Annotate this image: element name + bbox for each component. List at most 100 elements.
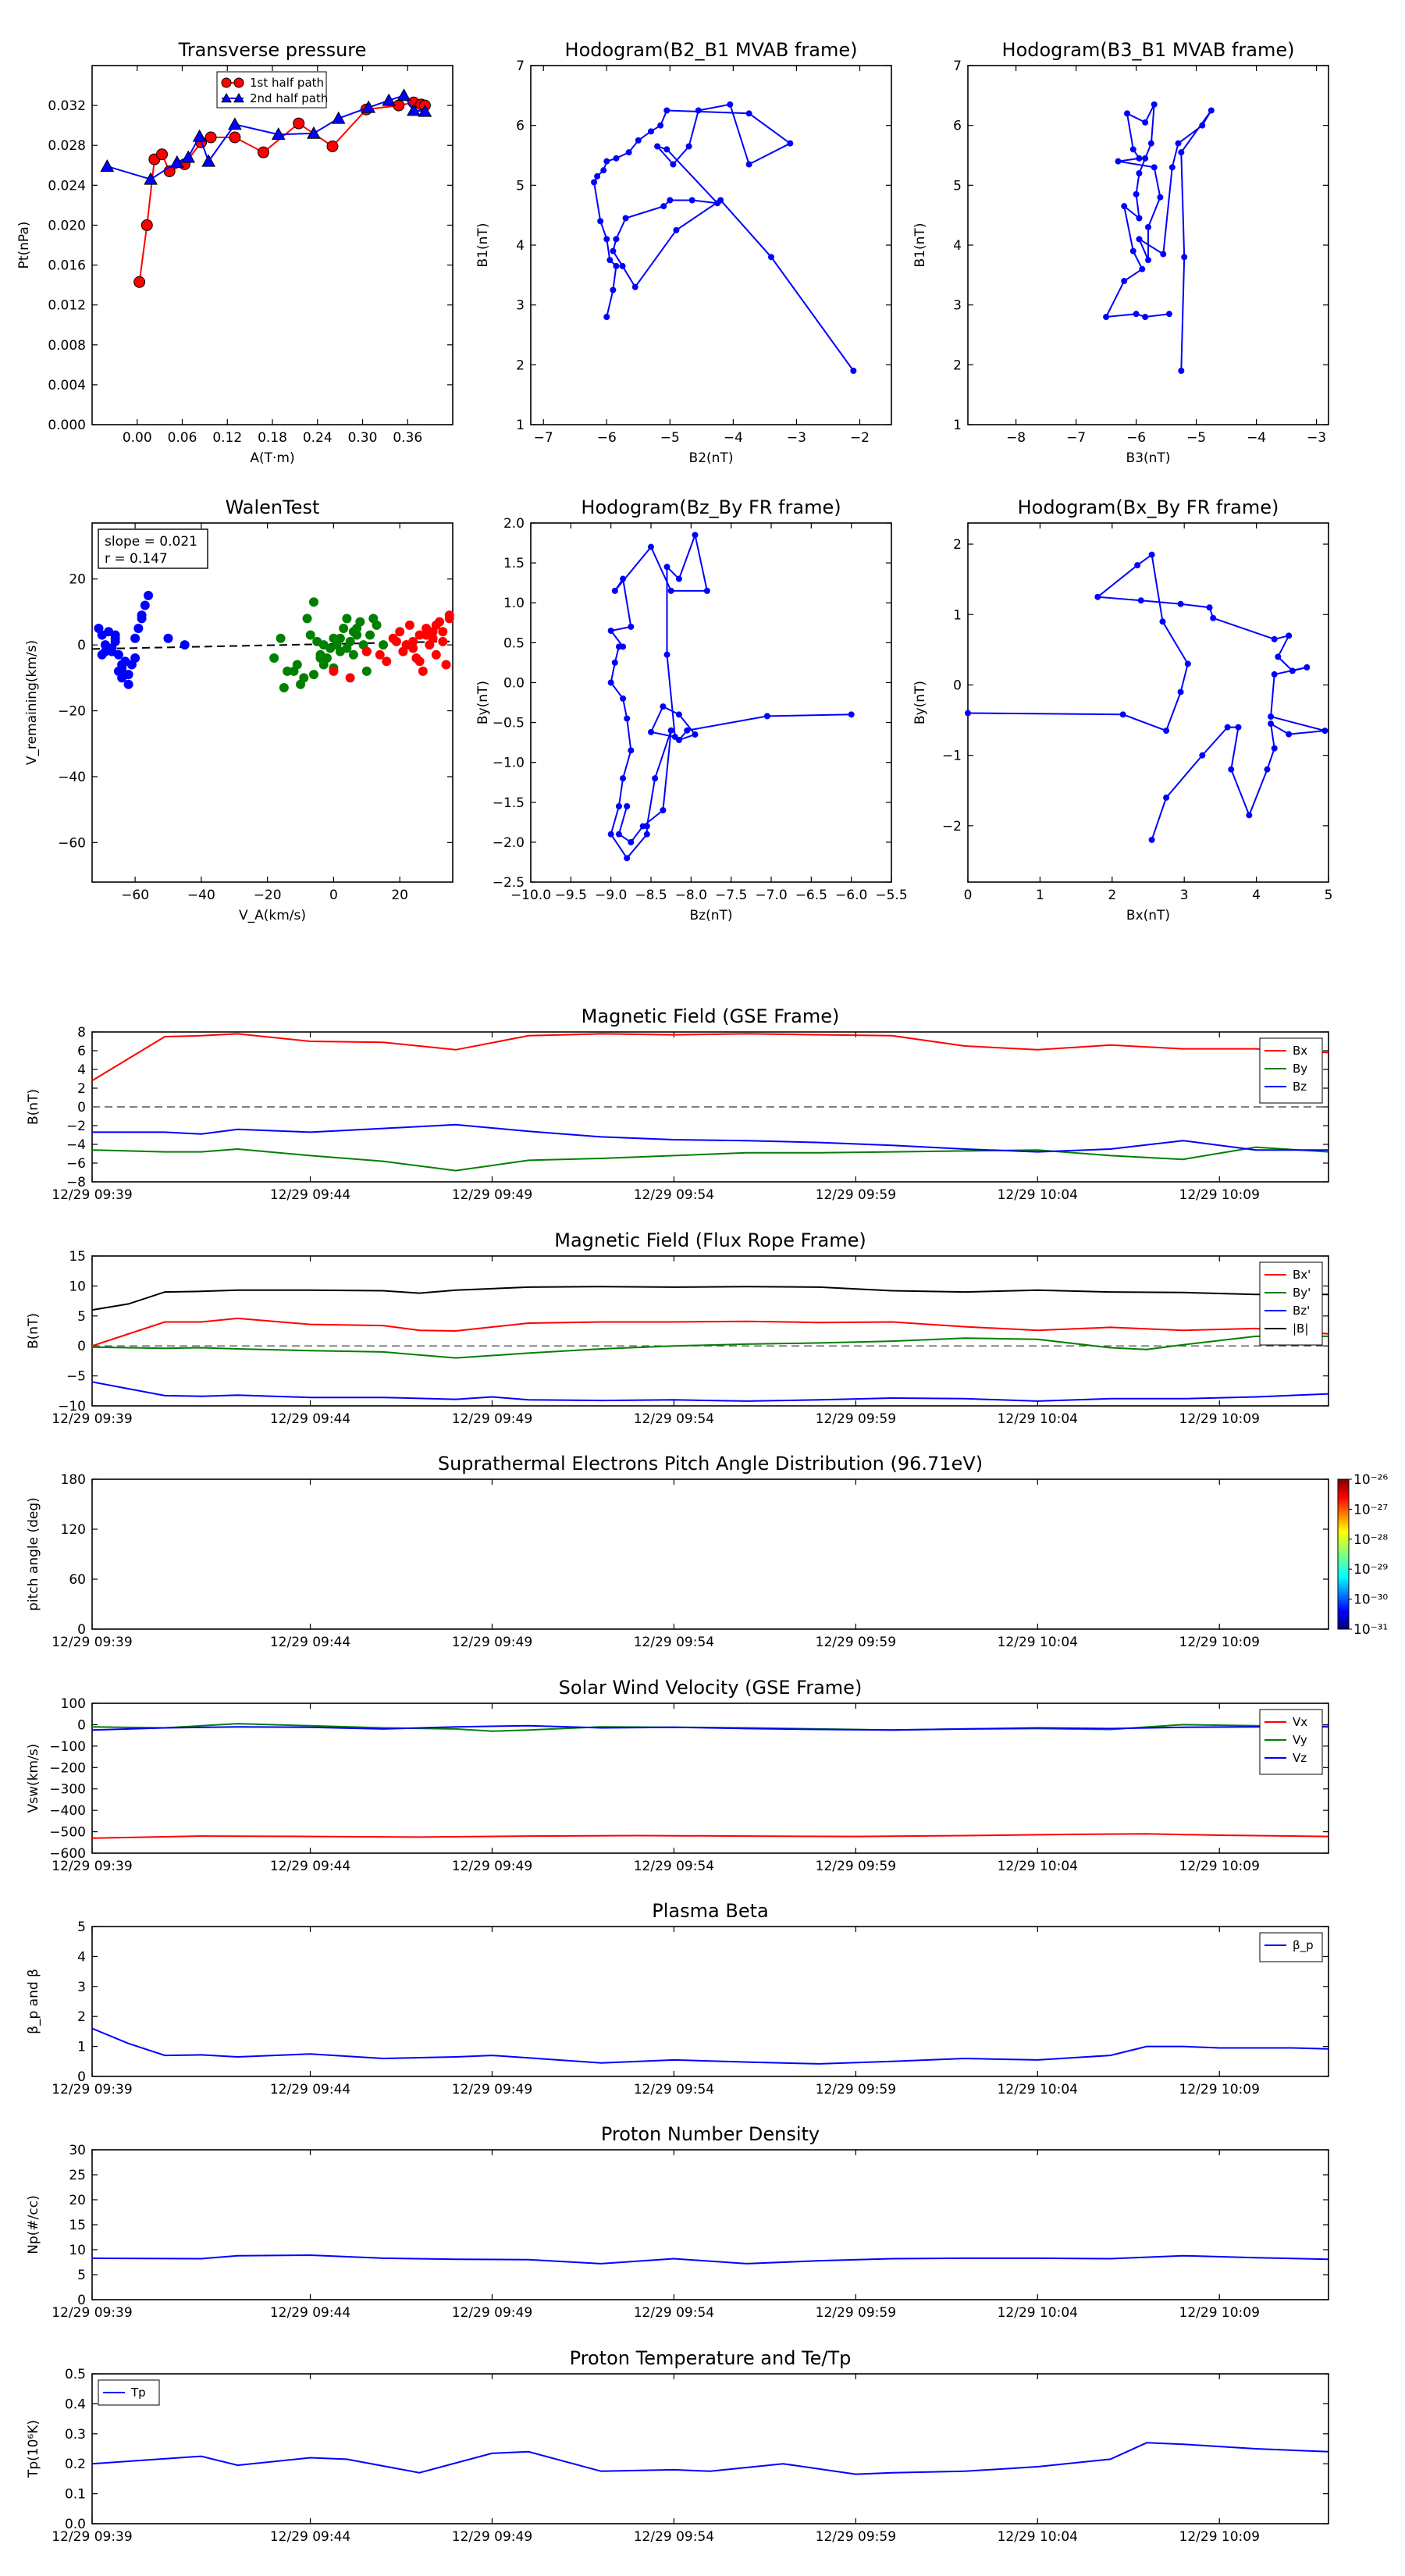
legend-label: Bx': [1293, 1268, 1311, 1282]
data-point: [1136, 236, 1143, 243]
x-tick-label: 12/29 09:49: [452, 1859, 532, 1874]
data-point: [1210, 614, 1217, 621]
y-axis-label: V_remaining(km/s): [24, 640, 40, 765]
x-tick-label: −7.5: [715, 888, 747, 903]
series-line--p: [91, 2027, 1329, 2065]
scatter-point-green: [292, 660, 302, 670]
data-point: [703, 587, 710, 594]
x-tick-label: 0.12: [212, 430, 242, 446]
plot-frame: [91, 1926, 1329, 2077]
x-tick-label: 12/29 09:59: [816, 1635, 896, 1650]
y-tick-label: 0.5: [65, 2367, 86, 2382]
scatter-point-red: [431, 649, 441, 660]
x-tick-label: −6: [597, 430, 617, 446]
colorbar-label: 10⁻³⁰: [1353, 1592, 1388, 1608]
scatter-point-green: [299, 673, 309, 683]
data-point: [648, 543, 654, 550]
data-point: [675, 575, 682, 582]
series-line-np: [91, 2254, 1329, 2265]
data-point: [1142, 314, 1149, 320]
plot-frame: [967, 522, 1329, 883]
scatter-point-green: [348, 649, 358, 660]
data-point: [663, 651, 670, 658]
x-tick-label: 0: [964, 888, 973, 903]
series-line-bz-: [91, 1381, 1329, 1402]
x-tick-label: −6.0: [835, 888, 867, 903]
data-point: [1168, 164, 1176, 171]
y-tick-label: 0.1: [65, 2487, 86, 2503]
y-tick-label: −60: [58, 835, 86, 851]
data-point: [1199, 752, 1206, 759]
data-point: [684, 727, 691, 734]
x-tick-label: 12/29 10:09: [1179, 1859, 1260, 1874]
y-axis-label: pitch angle (deg): [26, 1497, 41, 1611]
data-point: [1177, 688, 1184, 696]
data-point: [622, 215, 629, 222]
data-point: [848, 711, 855, 718]
data-point: [1224, 724, 1231, 731]
data-point: [205, 131, 217, 144]
y-tick-label: 5: [516, 178, 525, 194]
x-tick-label: −2: [850, 430, 870, 446]
data-point: [1145, 257, 1151, 264]
plot-frame: [91, 2149, 1329, 2300]
data-point: [1286, 731, 1293, 738]
scatter-point-blue: [163, 633, 173, 643]
series-line-vz: [91, 1724, 1329, 1731]
scatter-point-green: [378, 640, 388, 650]
x-tick-label: 12/29 10:09: [1179, 1635, 1260, 1650]
scatter-point-red: [391, 636, 401, 646]
data-point: [1206, 604, 1213, 611]
y-tick-label: −2: [942, 819, 962, 834]
scatter-point-green: [283, 666, 293, 676]
data-point: [169, 155, 184, 168]
data-point: [1271, 635, 1278, 642]
data-point: [671, 733, 678, 740]
data-point: [660, 203, 667, 210]
chart-mf_gse: Magnetic Field (GSE Frame) 12/29 09:39 12/…: [26, 1005, 1329, 1203]
data-point: [620, 695, 627, 702]
data-point: [643, 831, 650, 838]
data-point: [382, 93, 397, 106]
data-point: [1235, 724, 1242, 731]
data-point: [667, 587, 674, 594]
y-tick-label: −500: [49, 1825, 86, 1841]
data-point: [600, 167, 607, 174]
chart-pad: Suprathermal Electrons Pitch Angle Distr…: [26, 1453, 1388, 1650]
x-tick-label: 20: [391, 888, 408, 903]
scatter-point-blue: [110, 630, 120, 640]
legend-label: Bz': [1293, 1304, 1310, 1318]
data-point: [293, 117, 305, 130]
data-point: [397, 88, 411, 101]
data-point: [1184, 660, 1191, 667]
y-tick-label: 15: [69, 1249, 86, 1265]
data-point: [1271, 745, 1278, 752]
y-tick-label: 4: [953, 238, 962, 254]
x-tick-label: 12/29 09:39: [52, 2305, 132, 2321]
data-point: [607, 628, 614, 634]
x-tick-label: 12/29 09:59: [816, 1411, 896, 1427]
x-tick-label: 12/29 10:04: [998, 2082, 1078, 2097]
data-point: [663, 107, 670, 114]
data-point: [663, 146, 670, 153]
chart-beta: Plasma Beta 12/29 09:39 12/29 09:44 12/29 0…: [26, 1900, 1329, 2097]
y-tick-label: 3: [516, 298, 525, 314]
data-point: [1133, 190, 1140, 197]
data-point: [1119, 711, 1126, 718]
y-tick-label: −100: [49, 1739, 86, 1755]
colorbar-label: 10⁻²⁶: [1353, 1472, 1388, 1488]
x-tick-label: 12/29 10:09: [1179, 2305, 1260, 2321]
scatter-point-red: [438, 636, 448, 646]
y-tick-label: −10: [58, 1399, 86, 1414]
data-point: [610, 247, 617, 254]
y-tick-label: 2: [953, 537, 962, 553]
x-tick-label: −8: [1006, 430, 1026, 446]
x-tick-label: 0: [329, 888, 338, 903]
data-point: [221, 77, 232, 88]
y-tick-label: 6: [953, 119, 962, 134]
x-tick-label: 12/29 09:59: [816, 1859, 896, 1874]
y-tick-label: 0.032: [48, 98, 86, 114]
x-axis-label: Bx(nT): [1126, 908, 1170, 923]
x-tick-label: 0.18: [258, 430, 287, 446]
data-point: [619, 262, 626, 269]
